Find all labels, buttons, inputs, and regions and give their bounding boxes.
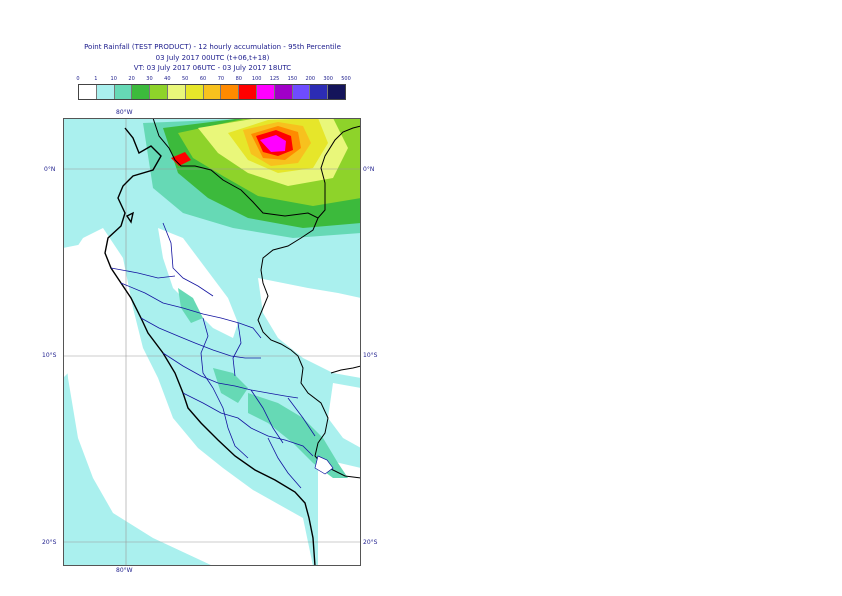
legend-threshold-label: 0: [76, 76, 80, 82]
rain-80-100-west: [171, 152, 191, 166]
legend-threshold-label: 10: [110, 76, 117, 82]
legend-swatch-0: [79, 85, 97, 99]
dry-altiplano: [318, 458, 361, 566]
legend-swatch-1: [96, 85, 115, 99]
galapagos-island: [125, 211, 135, 224]
lon-label-top: 80°W: [116, 109, 133, 116]
legend-threshold-label: 40: [164, 76, 171, 82]
dry-southeast: [328, 383, 361, 448]
legend-threshold-label: 300: [323, 76, 333, 82]
dry-inland-north: [158, 228, 238, 338]
legend-threshold-label: 100: [251, 76, 262, 82]
legend-threshold-label: 20: [128, 76, 135, 82]
lon-label-bottom: 80°W: [116, 567, 133, 574]
lake-titicaca: [314, 455, 334, 475]
color-legend: [78, 84, 346, 100]
legend-threshold-label: 50: [182, 76, 189, 82]
dry-coastal-strip: [63, 228, 313, 566]
legend-swatch-7: [203, 85, 222, 99]
graticule: [63, 118, 361, 566]
lat-label-left-0: 0°N: [44, 166, 56, 173]
lat-label-right-20: 20°S: [363, 539, 378, 546]
legend-swatch-11: [274, 85, 293, 99]
legend-swatch-2: [114, 85, 133, 99]
legend-swatch-14: [328, 85, 345, 99]
legend-swatch-13: [310, 85, 329, 99]
lat-label-right-0: 0°N: [363, 166, 375, 173]
legend-swatch-9: [239, 85, 257, 99]
lat-label-left-10: 10°S: [42, 352, 57, 359]
legend-threshold-label: 200: [305, 76, 316, 82]
legend-swatch-12: [292, 85, 311, 99]
legend-threshold-label: 150: [287, 76, 298, 82]
dry-ocean-patch: [63, 243, 103, 378]
coastline: [104, 127, 316, 566]
legend-swatch-6: [185, 85, 204, 99]
rain-100-125: [260, 135, 286, 152]
regional-borders: [110, 222, 316, 489]
base-time: 03 July 2017 00UTC (t+06,t+18): [155, 54, 270, 62]
international-borders: [152, 118, 361, 479]
legend-swatch-4: [150, 85, 168, 99]
legend-swatch-10: [256, 85, 275, 99]
dry-areas: [63, 228, 361, 566]
legend-threshold-label: 1: [94, 76, 98, 82]
lat-label-left-20: 20°S: [42, 539, 57, 546]
legend-threshold-label: 500: [341, 76, 351, 82]
valid-time: VT: 03 July 2017 06UTC - 03 July 2017 18…: [133, 64, 292, 72]
rainfall-map: [63, 118, 361, 566]
legend-swatch-3: [132, 85, 151, 99]
legend-threshold-label: 30: [146, 76, 153, 82]
lat-label-right-10: 10°S: [363, 352, 378, 359]
legend-threshold-label: 70: [217, 76, 225, 82]
map-frame: [63, 118, 361, 566]
legend-threshold-label: 60: [199, 76, 207, 82]
legend-swatch-8: [221, 85, 240, 99]
legend-swatch-5: [167, 85, 186, 99]
chart-title: Point Rainfall (TEST PRODUCT) - 12 hourl…: [84, 43, 341, 51]
legend-threshold-label: 80: [235, 76, 242, 82]
dry-amazon-east: [258, 278, 361, 378]
legend-threshold-label: 125: [269, 76, 280, 82]
